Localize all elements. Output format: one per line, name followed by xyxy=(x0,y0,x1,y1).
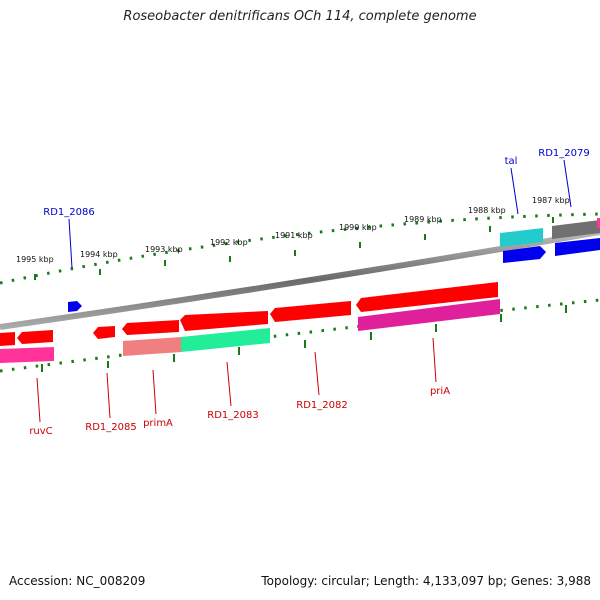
leader-RD1_2082 xyxy=(314,351,320,396)
leader-priA xyxy=(432,337,437,383)
inner-tick-track xyxy=(0,298,600,373)
leader-ruvC xyxy=(36,377,41,423)
gene-label-priA[interactable]: priA xyxy=(430,386,450,397)
gene-label-tal[interactable]: tal xyxy=(505,156,518,167)
gene-label-RD1_2086[interactable]: RD1_2086 xyxy=(43,207,94,218)
genome-summary: Topology: circular; Length: 4,133,097 bp… xyxy=(261,574,591,588)
gene-label-ruvC[interactable]: ruvC xyxy=(29,426,52,437)
ruler-label-1990: 1990 kbp xyxy=(339,223,377,232)
gene-tal-blue[interactable] xyxy=(503,246,546,263)
gene-ruvC-red[interactable] xyxy=(17,330,53,344)
ruler-label-1995: 1995 kbp xyxy=(16,255,54,264)
ruler-label-1988: 1988 kbp xyxy=(468,206,506,215)
ruler-label-1994: 1994 kbp xyxy=(80,250,118,259)
minus-strand-genes xyxy=(0,282,500,363)
plus-strand-genes xyxy=(68,218,600,312)
gene-RD1_2086[interactable] xyxy=(68,301,82,312)
leader-RD1_2083 xyxy=(226,361,232,407)
inner-major-ticks xyxy=(41,305,567,372)
ruler-label-1987: 1987 kbp xyxy=(532,196,570,205)
gene-edge-pink[interactable] xyxy=(597,218,600,228)
ruler-label-1991: 1991 kbp xyxy=(275,231,313,240)
gene-RD1_2082[interactable] xyxy=(270,301,351,322)
outer-tick-track xyxy=(0,212,600,285)
accession-label: Accession: NC_008209 xyxy=(9,574,146,588)
gene-RD1_2083-green[interactable] xyxy=(181,328,270,352)
gene-label-primA[interactable]: primA xyxy=(143,418,173,429)
ruler-label-1992: 1992 kbp xyxy=(210,238,248,247)
gene-tal-cyan[interactable] xyxy=(500,228,543,247)
gene-primA-salmon[interactable] xyxy=(123,337,181,356)
leader-RD1_2085 xyxy=(106,372,111,419)
gene-RD1_2085[interactable] xyxy=(93,326,115,339)
ruler-label-1993: 1993 kbp xyxy=(145,245,183,254)
gene-priA-magenta[interactable] xyxy=(358,299,500,331)
map-title: Roseobacter denitrificans OCh 114, compl… xyxy=(123,9,477,24)
gene-label-RD1_2085[interactable]: RD1_2085 xyxy=(85,422,136,433)
genome-backbone xyxy=(0,229,600,330)
ruler-label-1989: 1989 kbp xyxy=(404,215,442,224)
gene-ruvC-pink[interactable] xyxy=(0,347,54,363)
gene-priA-red[interactable] xyxy=(356,282,498,312)
leader-RD1_2086 xyxy=(68,218,73,269)
gene-label-RD1_2083[interactable]: RD1_2083 xyxy=(207,410,258,421)
leader-RD1_2079 xyxy=(563,159,572,208)
gene-label-RD1_2082[interactable]: RD1_2082 xyxy=(296,400,347,411)
gene-label-RD1_2079[interactable]: RD1_2079 xyxy=(538,148,589,159)
gene-RD1_2079-blue[interactable] xyxy=(555,238,600,256)
outer-major-ticks xyxy=(34,217,554,280)
gene-RD1_2083-red[interactable] xyxy=(180,311,268,331)
leader-primA xyxy=(152,369,157,415)
gene-RD1_2079-gray[interactable] xyxy=(552,220,600,239)
gene-primA-red[interactable] xyxy=(122,320,179,335)
leader-tal xyxy=(510,167,519,215)
gene-ruvC-red-left[interactable] xyxy=(0,332,15,346)
